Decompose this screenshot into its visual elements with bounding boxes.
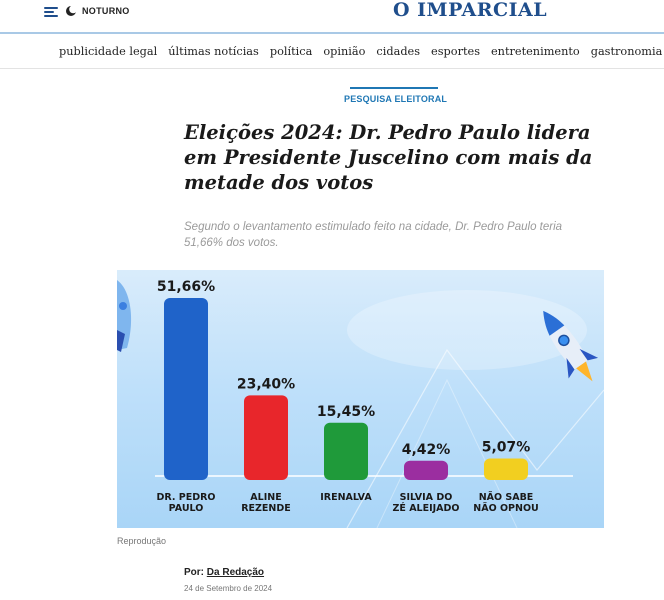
- bg-decoration-line: [346, 348, 604, 528]
- header-divider: [0, 32, 664, 34]
- kicker-rule: [350, 87, 438, 89]
- main-nav: publicidade legal últimas notícias polític…: [0, 34, 664, 68]
- article-kicker[interactable]: PESQUISA ELEITORAL: [344, 94, 448, 104]
- author-prefix: Por:: [184, 567, 204, 578]
- rocket-right-icon: [543, 310, 599, 382]
- rocket-left-icon: [117, 280, 132, 352]
- nav-item-6[interactable]: entretenimento: [491, 44, 580, 58]
- nav-item-0[interactable]: publicidade legal: [59, 44, 158, 58]
- category-label-3-0: SILVIA DO: [400, 492, 453, 503]
- category-label-1-1: REZENDE: [241, 503, 291, 514]
- bar-value-label-3: 4,42%: [402, 442, 451, 458]
- author-link[interactable]: Da Redação: [206, 567, 265, 578]
- article-title: Eleições 2024: Dr. Pedro Paulo lidera em…: [184, 121, 593, 194]
- bar-3: [404, 460, 448, 480]
- bar-value-label-1: 23,40%: [237, 376, 295, 392]
- chart-image: 51,66% DR. PEDRO PAULO 23,40% ALINE REZENDE 15…: [117, 270, 604, 528]
- category-label-4-1: NÃO OPNOU: [473, 503, 538, 514]
- category-label-3-1: ZÉ ALEIJADO: [393, 502, 460, 514]
- category-label-0-1: PAULO: [169, 503, 204, 514]
- publish-date: 24 de Setembro de 2024: [184, 584, 273, 593]
- moon-icon[interactable]: [65, 5, 77, 17]
- nav-item-1[interactable]: últimas notícias: [168, 44, 259, 58]
- nav-item-7[interactable]: gastronomia: [590, 44, 663, 58]
- nav-divider: [0, 68, 664, 69]
- bar-value-label-2: 15,45%: [317, 404, 375, 420]
- image-caption: Reprodução: [117, 536, 167, 546]
- nav-item-2[interactable]: política: [269, 44, 313, 58]
- hamburger-menu-icon[interactable]: [44, 7, 58, 17]
- bg-glow: [347, 290, 587, 370]
- nav-item-4[interactable]: cidades: [376, 44, 421, 58]
- bar-0: [164, 298, 208, 480]
- bar-value-label-4: 5,07%: [482, 440, 531, 456]
- category-label-4-0: NÃO SABE: [479, 492, 534, 503]
- bar-value-label-0: 51,66%: [157, 279, 215, 295]
- site-logo[interactable]: O IMPARCIAL: [393, 0, 548, 21]
- author-line: Por: Da Redação: [184, 567, 264, 578]
- bar-4: [484, 458, 528, 480]
- nav-item-5[interactable]: esportes: [431, 44, 480, 58]
- category-label-1-0: ALINE: [250, 492, 281, 503]
- nav-item-3[interactable]: opinião: [323, 44, 366, 58]
- bar-1: [244, 395, 288, 480]
- category-label-0-0: DR. PEDRO: [156, 492, 215, 503]
- article-subtitle: Segundo o levantamento estimulado feito …: [184, 221, 563, 249]
- top-bar: NOTURNO O IMPARCIAL: [0, 0, 664, 32]
- category-label-2-0: IRENALVA: [320, 492, 372, 503]
- bar-2: [324, 422, 368, 480]
- night-mode-toggle[interactable]: NOTURNO: [82, 6, 130, 16]
